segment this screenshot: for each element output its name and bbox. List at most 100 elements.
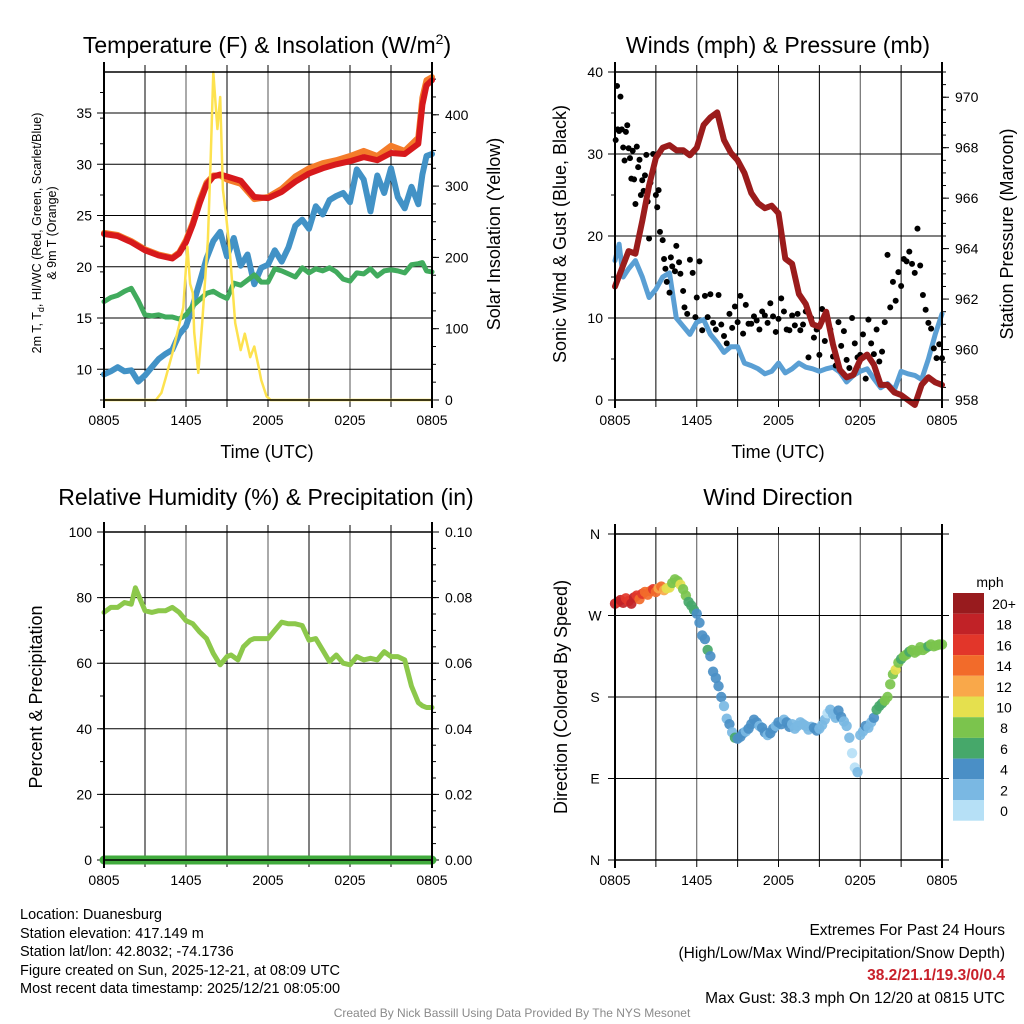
gust-point (936, 341, 943, 348)
gust-point (677, 270, 684, 277)
x-tick-label: 0805 (88, 412, 119, 428)
gust-point (629, 147, 636, 154)
gust-point (652, 192, 659, 198)
y-tick-label: 80 (76, 590, 92, 606)
gust-point (835, 319, 842, 326)
direction-point (705, 651, 716, 662)
gust-point (887, 304, 894, 311)
temperature-chart-title: Temperature (F) & Insolation (W/m2) (83, 31, 451, 58)
gust-point (756, 326, 763, 333)
gust-point (780, 308, 787, 315)
series-2m-t (101, 77, 435, 262)
credit-text: Created By Nick Bassill Using Data Provi… (333, 1006, 691, 1020)
legend-swatch (953, 758, 984, 780)
gust-point (748, 320, 755, 327)
gust-point (879, 348, 886, 355)
x-tick-label: 0205 (334, 872, 365, 888)
y2-tick-label: 300 (445, 178, 469, 194)
gust-point (775, 315, 782, 322)
humidity-y-axis-label: Percent & Precipitation (26, 605, 46, 788)
y2-tick-label: 964 (955, 241, 979, 257)
wind-direction-panel: Wind Direction Direction (Colored By Spe… (551, 484, 1016, 888)
gust-point (718, 321, 725, 328)
x-tick-label: 1405 (170, 872, 201, 888)
legend-swatch (953, 717, 984, 738)
gust-point (632, 201, 639, 208)
gust-point (816, 351, 823, 358)
direction-point (882, 691, 893, 703)
gust-point (710, 319, 717, 326)
gust-point (794, 310, 801, 317)
direction-point (718, 700, 730, 712)
gust-point (659, 237, 666, 244)
gust-point (898, 283, 905, 290)
gust-point (680, 287, 687, 294)
gust-point (928, 325, 935, 332)
gust-point (846, 365, 853, 372)
gust-point (909, 260, 916, 267)
gust-point (859, 331, 866, 338)
x-tick-label: 0205 (334, 412, 365, 428)
gust-point (911, 269, 918, 276)
x-tick-label: 0805 (926, 412, 957, 428)
direction-point (710, 672, 722, 684)
gust-point (641, 172, 648, 179)
gust-point (621, 157, 628, 164)
y-tick-label: 20 (587, 228, 603, 244)
gust-point (684, 310, 691, 317)
y-tick-label: 25 (76, 208, 92, 224)
gust-point (635, 164, 642, 171)
y2-tick-label: 0.08 (445, 590, 472, 606)
gust-point (884, 251, 891, 258)
legend-swatch (953, 675, 984, 697)
gust-point (770, 313, 777, 320)
legend-swatch (953, 655, 984, 676)
gust-point (838, 342, 845, 349)
temperature-y-axis-label: 2m T, Td, HI/WC (Red, Green, Scarlet/Blu… (30, 113, 46, 354)
y2-tick-label: 0 (445, 392, 453, 408)
gust-point (892, 297, 899, 304)
gust-point (633, 143, 640, 150)
gust-point (661, 255, 668, 262)
gust-point (656, 228, 663, 235)
x-tick-label: 0805 (599, 412, 630, 428)
gust-point (631, 176, 638, 183)
direction-point (868, 712, 880, 724)
gust-point (686, 256, 693, 263)
y-tick-label: E (590, 771, 599, 787)
legend-label: 8 (1000, 720, 1008, 736)
gust-point (933, 355, 940, 362)
legend-label: 12 (996, 679, 1012, 695)
legend-label: 4 (1000, 762, 1008, 778)
gust-point (906, 248, 913, 255)
gust-point (626, 155, 633, 162)
legend-label: 10 (996, 700, 1012, 716)
y2-tick-label: 958 (955, 392, 979, 408)
gust-point (673, 242, 680, 249)
x-tick-label: 0805 (926, 872, 957, 888)
winds-chart-title: Winds (mph) & Pressure (mb) (626, 32, 930, 58)
x-tick-label: 0805 (416, 872, 447, 888)
gust-point (731, 303, 738, 310)
gust-point (655, 187, 662, 194)
x-tick-label: 0205 (845, 412, 876, 428)
y-tick-label: 30 (76, 156, 92, 172)
pressure-y-axis-label: Station Pressure (Maroon) (997, 128, 1017, 339)
direction-point (885, 679, 896, 690)
y-tick-label: 30 (587, 146, 603, 162)
x-tick-label: 1405 (170, 412, 201, 428)
gust-point (617, 93, 624, 100)
y2-tick-label: 0.06 (445, 655, 472, 671)
y-tick-label: 40 (587, 64, 603, 80)
gust-point (667, 254, 674, 261)
gust-point (639, 177, 646, 184)
y2-tick-label: 0.02 (445, 786, 472, 802)
gust-point (692, 314, 699, 321)
latlon-text: Station lat/lon: 42.8032; -74.1736 (20, 944, 234, 960)
y-tick-label: S (590, 689, 599, 705)
y-tick-label: 100 (69, 524, 93, 540)
gust-point (624, 122, 631, 129)
x-tick-label: 0805 (599, 872, 630, 888)
gust-point (922, 306, 929, 313)
gust-point (622, 128, 629, 135)
